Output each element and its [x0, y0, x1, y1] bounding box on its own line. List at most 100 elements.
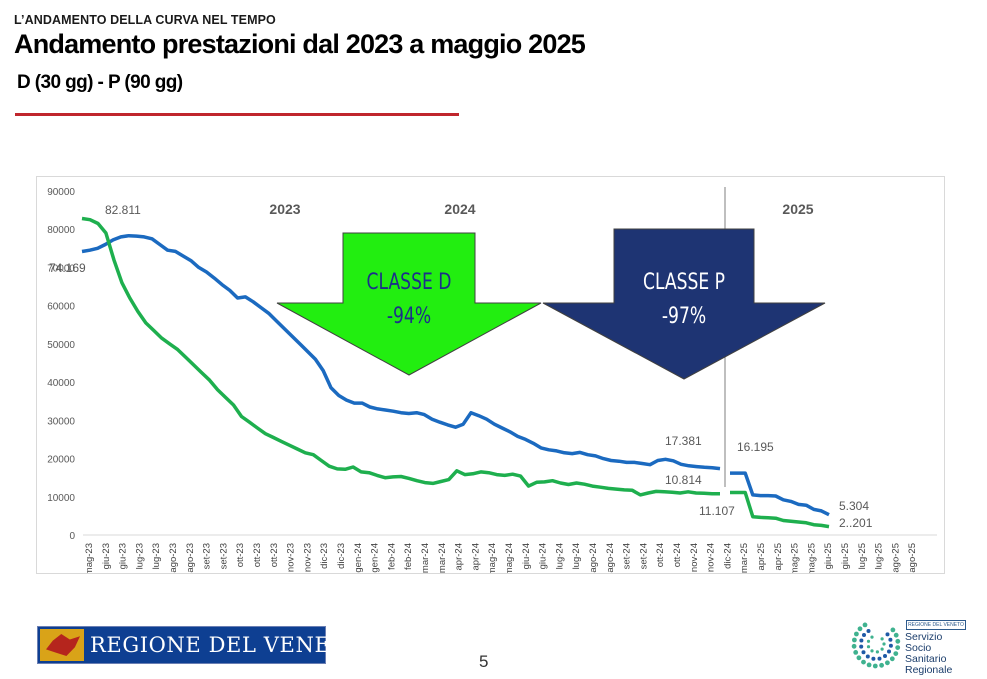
x-tick-label: nov-23 [302, 543, 313, 572]
logo-dot [893, 632, 899, 638]
x-tick-label: ago-25 [907, 543, 918, 573]
page-title: Andamento prestazioni dal 2023 a maggio … [14, 29, 586, 59]
logo-dot [862, 633, 866, 637]
line-chart: 0 10000 20000 30000 40000 50000 60000 70000 8000… [47, 187, 937, 573]
logo-dot [888, 643, 893, 648]
x-tick-label: mar-24 [437, 543, 448, 573]
x-tick-label: set-24 [638, 543, 649, 569]
x-tick-label: ago-23 [168, 543, 179, 573]
x-tick-label: ago-24 [588, 543, 599, 573]
logo-dot [895, 638, 901, 644]
x-tick-label: ott-23 [235, 543, 246, 567]
data-label: 5.304 [839, 499, 869, 513]
logo-dot [880, 647, 884, 651]
regione-veneto-logo-text: REGIONE DEL VENETO [90, 633, 363, 657]
x-tick-label: giu-23 [101, 543, 112, 569]
x-tick-label: giu-24 [521, 543, 532, 569]
arrow-percent-label: -97% [662, 303, 706, 329]
x-tick-label: lug-24 [571, 543, 582, 569]
x-tick-label: mar-24 [420, 543, 431, 573]
y-tick-label: 30000 [47, 416, 75, 427]
logo-dot [853, 650, 859, 655]
page-number: 5 [479, 652, 489, 671]
logo-dot [865, 654, 870, 659]
logo-dot [871, 656, 876, 661]
data-label: 11.107 [699, 504, 735, 518]
logo-dot [872, 663, 878, 669]
y-tick-label: 70000 [47, 263, 75, 274]
year-label: 2023 [269, 201, 300, 217]
data-label: 16.195 [737, 440, 774, 454]
x-tick-label: giu-23 [118, 543, 129, 569]
logo-dot [887, 649, 891, 654]
logo-dot [866, 662, 872, 668]
x-tick-label: ott-23 [252, 543, 263, 567]
arrow-class-label: CLASSE D [367, 269, 452, 295]
class-arrow-shape [542, 228, 826, 380]
logo-dot [885, 660, 890, 666]
x-tick-label: ago-24 [605, 543, 616, 573]
logo-dot [883, 654, 887, 658]
x-tick-label: nov-23 [286, 543, 297, 572]
x-tick-label: gen-24 [370, 543, 381, 573]
x-tick-label: lug-25 [857, 543, 868, 569]
x-tick-label: lug-24 [554, 543, 565, 569]
regione-veneto-logo: REGIONE DEL VENETO [37, 626, 362, 664]
x-tick-label: lug-23 [134, 543, 145, 569]
arrow-percent-label: -94% [387, 303, 431, 329]
x-tick-label: mar-25 [739, 543, 750, 573]
x-tick-label: dic-23 [319, 543, 330, 569]
logo-dot [888, 637, 893, 642]
logo-dot [861, 659, 866, 665]
x-tick-label: giu-24 [538, 543, 549, 569]
x-tick-label: lug-23 [151, 543, 162, 569]
x-tick-label: mag-24 [487, 543, 498, 573]
x-tick-label: apr-24 [454, 543, 465, 570]
x-tick-label: giu-25 [840, 543, 851, 569]
x-tick-label: ott-24 [655, 543, 666, 567]
sssr-logo-text: Servizio Socio Sanitario Regionale [905, 632, 970, 676]
x-tick-label: set-23 [202, 543, 213, 569]
logo-dot [851, 643, 857, 649]
series-line [730, 471, 830, 517]
logo-dot [875, 650, 879, 654]
x-tick-label: ott-24 [672, 543, 683, 567]
x-tick-label: gen-24 [353, 543, 364, 573]
x-tick-label: mag-25 [806, 543, 817, 573]
x-tick-label: dic-24 [722, 543, 733, 569]
y-tick-label: 40000 [47, 378, 75, 389]
x-tick-label: lug-25 [874, 543, 885, 569]
series-line [730, 490, 830, 529]
x-tick-label: ago-23 [185, 543, 196, 573]
logo-dot [861, 650, 866, 655]
logo-dot [854, 631, 859, 637]
data-label: 2..201 [839, 516, 873, 530]
logo-dot [857, 626, 863, 632]
x-tick-label: dic-23 [336, 543, 347, 569]
x-tick-label: giu-25 [823, 543, 834, 569]
data-label: 17.381 [665, 434, 702, 448]
y-tick-label: 20000 [47, 455, 75, 466]
page-subtitle: D (30 gg) - P (90 gg) [17, 72, 183, 93]
sssr-line: Servizio [905, 631, 943, 643]
y-tick-label: 60000 [47, 302, 75, 313]
x-tick-label: mag-24 [504, 543, 515, 573]
sssr-line: Regionale [905, 664, 953, 676]
arrow-class-label: CLASSE P [643, 269, 725, 295]
lion-emblem-icon [40, 629, 84, 661]
logo-dot [877, 656, 882, 661]
logo-dot [882, 642, 886, 646]
x-tick-label: ago-25 [890, 543, 901, 573]
x-tick-label: ott-23 [269, 543, 280, 567]
y-tick-label: 80000 [47, 225, 75, 236]
y-tick-label: 10000 [47, 493, 75, 504]
logo-dot [885, 632, 890, 637]
data-label: 82.811 [105, 203, 141, 217]
logo-dot [879, 662, 884, 668]
sssr-logo-tag: REGIONE DEL VENETO [906, 620, 966, 630]
data-label: 10.814 [665, 473, 702, 487]
logo-dot [866, 639, 871, 643]
x-tick-label: nov-24 [689, 543, 700, 572]
x-tick-label: mag-23 [84, 543, 95, 573]
x-tick-label: feb-24 [403, 543, 414, 570]
